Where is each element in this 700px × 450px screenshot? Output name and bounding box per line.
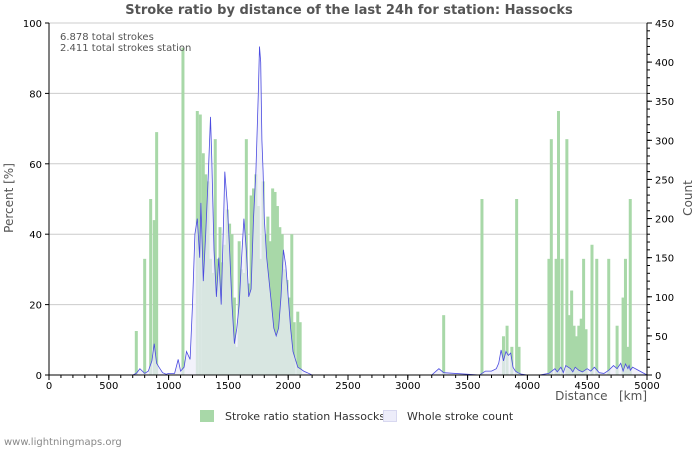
bar-3910km (515, 199, 519, 375)
axis-layer: 0204060801000501001502002503003504004500… (23, 19, 674, 392)
bar-3930km (517, 346, 521, 375)
bar-4200km (549, 139, 553, 375)
legend-count-label: Whole stroke count (407, 410, 514, 423)
count-line (49, 46, 648, 376)
y-right-tick-label-150: 150 (655, 254, 674, 265)
x-tick-label-3500: 3500 (455, 381, 480, 392)
y-right-tick-label-200: 200 (655, 215, 674, 226)
bar-800km (143, 258, 147, 375)
y-right-tick-label-450: 450 (655, 19, 674, 30)
chart-title: Stroke ratio by distance of the last 24h… (125, 3, 573, 18)
bar-4370km (570, 290, 574, 375)
bar-4430km (577, 325, 581, 375)
bar-4580km (595, 258, 599, 375)
bar-4680km (607, 258, 611, 375)
bar-1290km (201, 153, 205, 375)
bar-3620km (480, 199, 484, 375)
bar-4260km (556, 111, 560, 375)
bar-3300km (442, 315, 446, 375)
y-left-tick-label-40: 40 (29, 230, 42, 241)
count-area (49, 46, 647, 375)
y-left-tick-label-0: 0 (36, 371, 42, 382)
x-tick-label-4500: 4500 (574, 381, 599, 392)
bar-2080km (296, 311, 300, 375)
bar-730km (134, 331, 138, 375)
bar-4350km (567, 315, 571, 375)
bar-1390km (213, 139, 217, 375)
bar-850km (149, 199, 153, 375)
bar-4390km (572, 325, 576, 375)
line-layer (49, 46, 648, 376)
footer-credit: www.lightningmaps.org (4, 437, 122, 448)
bar-1550km (232, 297, 236, 375)
bar-2030km (290, 234, 294, 375)
bar-1120km (181, 47, 185, 375)
y-right-tick-label-350: 350 (655, 97, 674, 108)
bar-3800km (501, 336, 505, 375)
x-tick-label-3000: 3000 (395, 381, 420, 392)
bar-4180km (547, 258, 551, 375)
bar-4490km (584, 329, 588, 375)
x-tick-label-1500: 1500 (216, 381, 241, 392)
y-left-tick-label-80: 80 (29, 89, 42, 100)
y-right-tick-label-250: 250 (655, 175, 674, 186)
y-left-tick-label-100: 100 (23, 19, 42, 30)
annotation-total-strokes: 6.878 total strokes (60, 32, 154, 43)
x-tick-label-2000: 2000 (275, 381, 300, 392)
bar-900km (155, 132, 159, 375)
y-right-tick-label-100: 100 (655, 293, 674, 304)
bar-1870km (271, 188, 275, 375)
legend-ratio-label: Stroke ratio station Hassocks (225, 410, 386, 423)
bar-2100km (298, 322, 302, 375)
y-right-tick-label-50: 50 (655, 332, 668, 343)
bar-1930km (278, 227, 282, 375)
legend-swatch-ratio (200, 410, 214, 422)
grid-layer (49, 22, 647, 306)
bar-3830km (505, 325, 509, 375)
annotation-station-strokes: 2.411 total strokes station (60, 43, 191, 54)
x-tick-label-1000: 1000 (156, 381, 181, 392)
y-left-axis-label: Percent [%] (2, 163, 16, 233)
x-tick-label-4000: 4000 (515, 381, 540, 392)
bar-4800km (621, 297, 625, 375)
bar-1910km (275, 206, 279, 375)
bar-4820km (623, 258, 627, 375)
bar-4840km (626, 346, 630, 375)
x-tick-label-5000: 5000 (634, 381, 659, 392)
y-left-tick-label-60: 60 (29, 160, 42, 171)
x-tick-label-2500: 2500 (335, 381, 360, 392)
bar-4240km (554, 258, 558, 375)
y-right-tick-label-0: 0 (655, 371, 661, 382)
x-tick-label-500: 500 (99, 381, 118, 392)
bar-1890km (273, 191, 277, 375)
bar-880km (152, 220, 156, 375)
bar-4540km (590, 244, 594, 375)
bar-4410km (574, 336, 578, 375)
bar-4860km (628, 199, 632, 375)
bar-4290km (560, 258, 564, 375)
x-tick-label-0: 0 (46, 381, 52, 392)
x-axis-label: Distance [km] (555, 389, 647, 403)
y-right-axis-label: Count (681, 180, 695, 216)
y-right-tick-label-300: 300 (655, 136, 674, 147)
y-right-tick-label-400: 400 (655, 58, 674, 69)
bar-4450km (579, 318, 583, 375)
bar-4470km (582, 258, 586, 375)
bar-4330km (565, 139, 569, 375)
legend-swatch-count (383, 410, 397, 422)
y-left-tick-label-20: 20 (29, 301, 42, 312)
bar-4750km (615, 325, 619, 375)
bar-2050km (292, 322, 296, 375)
